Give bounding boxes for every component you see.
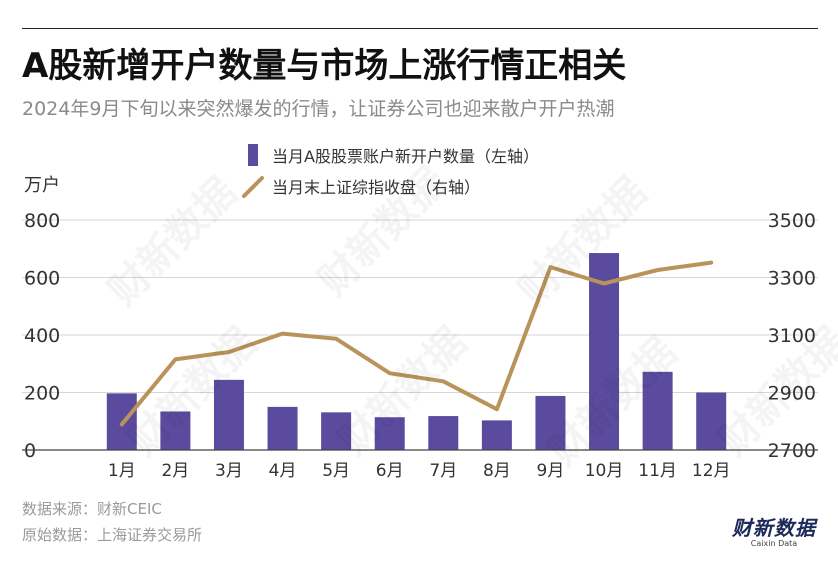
bar — [374, 417, 405, 450]
right-tick-label: 2700 — [768, 440, 816, 462]
x-tick-label: 11月 — [638, 461, 677, 481]
right-tick-label: 3100 — [768, 325, 816, 347]
bar — [267, 406, 298, 450]
logo-sub-text: Caixin Data — [750, 539, 798, 548]
left-axis-unit: 万户 — [24, 175, 60, 196]
left-tick-label: 200 — [24, 383, 60, 405]
legend-line-label: 当月末上证综指收盘（右轴） — [272, 178, 480, 197]
legend-bar-swatch — [248, 144, 258, 166]
right-tick-label: 3500 — [768, 210, 816, 232]
left-tick-label: 400 — [24, 325, 60, 347]
x-tick-label: 6月 — [376, 461, 404, 481]
x-tick-label: 3月 — [215, 461, 243, 481]
x-tick-label: 12月 — [692, 461, 731, 481]
right-tick-label: 2900 — [768, 383, 816, 405]
x-tick-label: 9月 — [537, 461, 565, 481]
logo-main-text: 财新数据 — [732, 516, 816, 540]
x-tick-label: 5月 — [322, 461, 350, 481]
x-tick-label: 1月 — [108, 461, 136, 481]
x-tick-label: 4月 — [269, 461, 297, 481]
index-line — [119, 260, 714, 427]
x-tick-label: 2月 — [161, 461, 189, 481]
x-tick-label: 8月 — [483, 461, 511, 481]
legend-line-swatch — [242, 176, 264, 198]
bar — [160, 411, 191, 450]
bar — [642, 371, 673, 450]
caixin-logo: 财新数据 Caixin Data — [732, 512, 816, 548]
top-rule — [22, 28, 818, 29]
original-data-note: 原始数据：上海证券交易所 — [22, 526, 203, 544]
left-tick-label: 600 — [24, 268, 60, 290]
bar — [535, 395, 566, 450]
left-tick-label: 0 — [24, 440, 36, 462]
bar — [213, 379, 244, 450]
source-note: 数据来源：财新CEIC — [22, 500, 162, 518]
bar — [321, 412, 352, 450]
x-tick-label: 7月 — [429, 461, 457, 481]
bar — [428, 416, 459, 450]
bar — [696, 392, 727, 450]
page-subtitle: 2024年9月下旬以来突然爆发的行情，让证券公司也迎来散户开户热潮 — [22, 98, 615, 120]
left-tick-label: 800 — [24, 210, 60, 232]
legend-bar-label: 当月A股股票账户新开户数量（左轴） — [272, 147, 539, 166]
x-tick-label: 10月 — [585, 461, 624, 481]
bar — [481, 420, 512, 450]
page-title: A股新增开户数量与市场上涨行情正相关 — [22, 46, 627, 86]
right-tick-label: 3300 — [768, 268, 816, 290]
bar — [589, 253, 620, 450]
